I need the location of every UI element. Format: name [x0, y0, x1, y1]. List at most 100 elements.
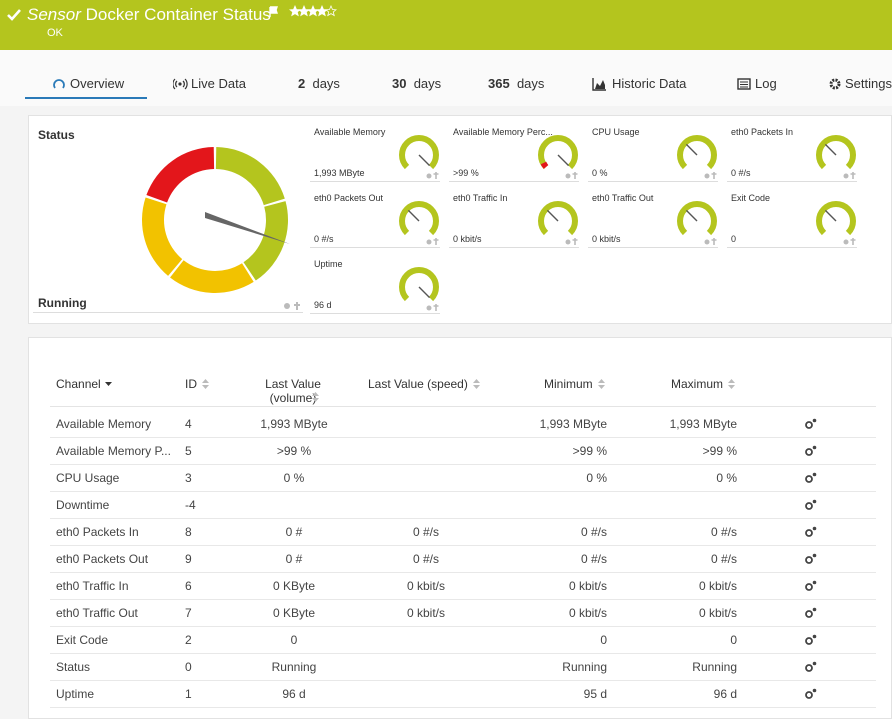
table-cell: Uptime: [56, 687, 95, 701]
tab[interactable]: Settings: [845, 76, 892, 91]
channel-settings[interactable]: [804, 418, 818, 430]
sort-arrows: [312, 392, 319, 402]
table-cell: eth0 Packets Out: [56, 552, 149, 566]
channel-settings[interactable]: [804, 688, 818, 700]
sort-arrows: [598, 379, 605, 389]
tab-number: 2: [298, 76, 306, 91]
status-text: OK: [47, 27, 63, 39]
row-separator: [50, 437, 876, 438]
table-cell: 8: [185, 525, 192, 539]
table-cell: Exit Code: [56, 633, 109, 647]
tab[interactable]: 2 days: [298, 76, 340, 92]
channel-settings[interactable]: [804, 445, 818, 457]
row-separator: [50, 707, 876, 708]
gauge-underline: [310, 313, 440, 314]
table-cell: 0 kbit/s: [406, 579, 445, 593]
gauge-name: eth0 Packets In: [731, 127, 794, 137]
tab[interactable]: 30 days: [392, 76, 441, 92]
tab-bar: [0, 50, 892, 106]
table-cell: Running: [271, 660, 317, 674]
row-separator: [50, 680, 876, 681]
tab-icon: [829, 78, 841, 90]
column-header[interactable]: Maximum: [671, 377, 724, 391]
gauge-value: 0 #/s: [314, 234, 334, 244]
channel-settings[interactable]: [804, 499, 818, 511]
status-label: Status: [38, 128, 75, 142]
gauge-name: Uptime: [314, 259, 343, 269]
table-cell: Downtime: [56, 498, 110, 512]
gauge-name: eth0 Packets Out: [314, 193, 384, 203]
gauge-underline: [727, 181, 857, 182]
channel-settings[interactable]: [804, 661, 818, 673]
tab-unit: days: [516, 76, 545, 91]
gauge-underline: [727, 247, 857, 248]
gauge-name: eth0 Traffic Out: [592, 193, 654, 203]
gauge-value: 0: [731, 234, 737, 244]
table-cell: 0 #/s: [580, 525, 607, 539]
table-cell: Running: [692, 660, 737, 674]
gauge-value: 0 kbit/s: [453, 234, 482, 244]
gauge-value: 1,993 MByte: [314, 168, 365, 178]
table-cell: 0 %: [716, 471, 737, 485]
row-separator: [50, 653, 876, 654]
table-cell: 95 d: [583, 687, 607, 701]
flag-and-stars[interactable]: [268, 5, 338, 19]
table-cell: 96 d: [282, 687, 306, 701]
tab[interactable]: Live Data: [191, 76, 246, 91]
table-cell: 5: [185, 444, 192, 458]
gauge-dial: [538, 200, 578, 245]
tab-icon: [173, 78, 188, 90]
sort-arrows: [728, 379, 735, 389]
table-cell: 0 #: [285, 525, 303, 539]
overview-panel: [28, 115, 892, 324]
status-donut: [142, 147, 290, 293]
table-cell: 9: [185, 552, 192, 566]
tab[interactable]: Log: [755, 76, 777, 91]
tab-unit: days: [413, 76, 442, 91]
table-cell: eth0 Traffic Out: [56, 606, 138, 620]
column-header[interactable]: ID: [185, 377, 197, 391]
tab[interactable]: Historic Data: [612, 76, 687, 91]
status-underline: [33, 312, 303, 313]
table-cell: 0 #/s: [580, 552, 607, 566]
tab-unit: days: [312, 76, 340, 91]
row-separator: [50, 491, 876, 492]
gauge-name: Available Memory: [314, 127, 386, 137]
title-text: Docker Container Status: [85, 5, 271, 24]
table-cell: >99 %: [276, 444, 312, 458]
channel-settings[interactable]: [804, 526, 818, 538]
column-header[interactable]: Last Value (speed): [368, 377, 468, 391]
tab[interactable]: 365 days: [488, 76, 544, 92]
table-cell: 0 #/s: [710, 525, 737, 539]
column-header[interactable]: Last Value (volume): [265, 377, 321, 405]
gauge-name: Exit Code: [731, 193, 771, 203]
channel-settings[interactable]: [804, 634, 818, 646]
gauge-dial: [538, 134, 578, 179]
table-cell: 0 #/s: [710, 552, 737, 566]
channel-settings[interactable]: [804, 553, 818, 565]
row-separator: [50, 572, 876, 573]
gauge-name: Available Memory Perc...: [453, 127, 553, 137]
table-cell: 0 kbit/s: [568, 606, 607, 620]
tab-underline: [25, 97, 147, 99]
channel-settings[interactable]: [804, 580, 818, 592]
table-cell: 1,993 MByte: [539, 417, 607, 431]
column-header[interactable]: Minimum: [544, 377, 593, 391]
sort-arrows: [202, 379, 209, 389]
table-cell: eth0 Traffic In: [56, 579, 129, 593]
table-cell: Available Memory P...: [56, 444, 171, 458]
row-separator: [50, 599, 876, 600]
table-cell: Status: [56, 660, 91, 674]
tab[interactable]: Overview: [70, 76, 125, 91]
table-cell: 0 KByte: [272, 579, 316, 593]
channel-settings[interactable]: [804, 607, 818, 619]
table-cell: 0: [290, 633, 298, 647]
column-header[interactable]: Channel: [56, 377, 101, 391]
table-cell: eth0 Packets In: [56, 525, 139, 539]
channel-settings[interactable]: [804, 472, 818, 484]
table-cell: 0 kbit/s: [568, 579, 607, 593]
table-cell: CPU Usage: [56, 471, 120, 485]
table-cell: 0 kbit/s: [406, 606, 445, 620]
title-prefix: Sensor: [27, 5, 81, 24]
table-cell: 4: [185, 417, 192, 431]
